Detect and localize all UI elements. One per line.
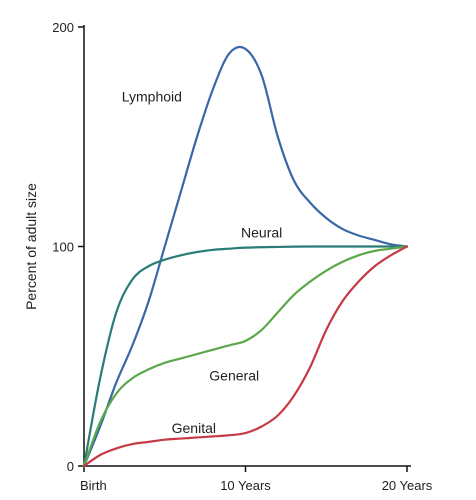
x-tick-label: 20 Years (382, 478, 433, 493)
y-tick-label: 0 (67, 459, 74, 474)
series-label-group: Lymphoid Neural General Genital (122, 89, 283, 436)
tick-group: 0 100 200 Birth 10 Years 20 Years (52, 20, 433, 493)
series-label-genital: Genital (172, 420, 216, 436)
x-tick-label: 10 Years (220, 478, 271, 493)
series-label-neural: Neural (241, 225, 282, 241)
series-group (82, 45, 409, 468)
series-label-lymphoid: Lymphoid (122, 89, 182, 105)
y-tick-label: 200 (52, 20, 74, 35)
x-tick-label: Birth (80, 478, 107, 493)
series-line-lymphoid (82, 45, 409, 468)
series-line-general (82, 245, 409, 468)
y-tick-label: 100 (52, 240, 74, 255)
series-line-neural (82, 245, 409, 468)
axes (83, 25, 411, 467)
series-label-general: General (209, 367, 259, 383)
y-axis-title: Percent of adult size (23, 183, 39, 310)
series-line-genital (82, 245, 409, 468)
